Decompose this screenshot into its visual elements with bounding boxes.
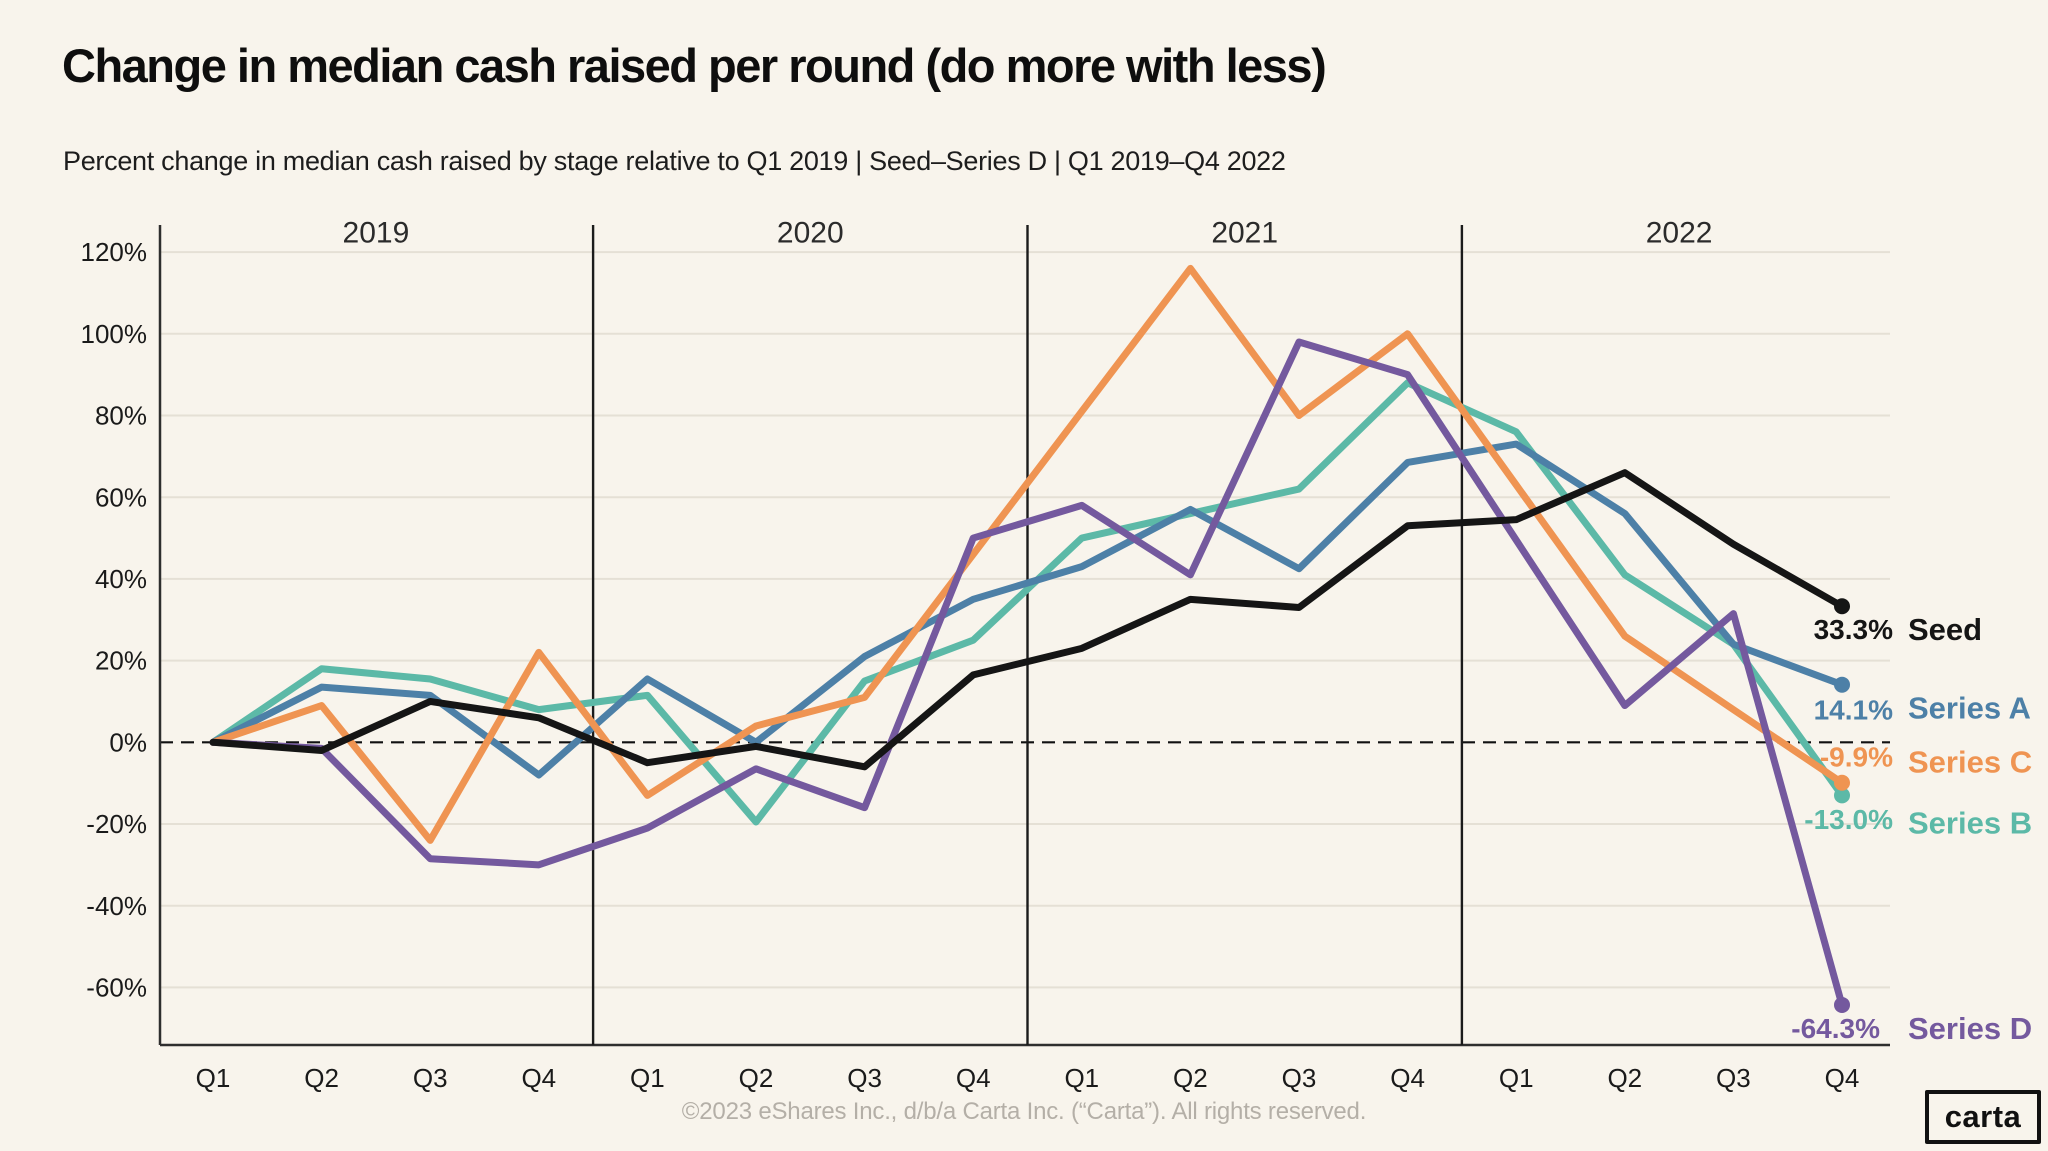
y-tick-label: 100% xyxy=(81,319,148,349)
y-tick-label: 120% xyxy=(81,237,148,267)
year-label: 2019 xyxy=(343,217,410,250)
x-tick-label: Q3 xyxy=(413,1063,448,1093)
series-line-series-d xyxy=(209,338,1846,1009)
y-tick-label: 60% xyxy=(95,482,147,512)
series-end-dot-seed xyxy=(1834,598,1850,615)
x-tick-label: Q1 xyxy=(196,1063,231,1093)
series-value-label: -9.9% xyxy=(1820,742,1893,773)
series-line-series-b xyxy=(209,379,1846,826)
series-name-label: Series C xyxy=(1908,745,2032,780)
x-tick-label: Q2 xyxy=(304,1063,339,1093)
y-tick-label: 20% xyxy=(95,646,147,676)
x-tick-label: Q3 xyxy=(847,1063,882,1093)
x-tick-label: Q4 xyxy=(1390,1063,1425,1093)
copyright-text: ©2023 eShares Inc., d/b/a Carta Inc. (“C… xyxy=(681,1098,1367,1125)
series-value-label: -13.0% xyxy=(1804,804,1893,835)
y-tick-label: 0% xyxy=(109,727,147,757)
series-value-label: 14.1% xyxy=(1814,695,1893,726)
x-tick-label: Q4 xyxy=(956,1063,991,1093)
series-line-seed xyxy=(209,469,1846,771)
y-tick-label: -20% xyxy=(86,809,147,839)
series-end-dot-series-d xyxy=(1834,996,1850,1013)
series-line-series-c xyxy=(209,264,1846,844)
page-subtitle: Percent change in median cash raised by … xyxy=(63,146,1286,176)
y-tick-label: -60% xyxy=(86,973,147,1003)
year-label: 2022 xyxy=(1646,217,1713,250)
series-line-series-a xyxy=(209,440,1846,779)
year-label: 2021 xyxy=(1211,217,1278,250)
x-tick-label: Q1 xyxy=(1064,1063,1099,1093)
series-name-label: Series A xyxy=(1908,691,2031,726)
series-end-dot-series-a xyxy=(1834,676,1850,693)
page-title: Change in median cash raised per round (… xyxy=(62,39,1327,92)
x-tick-label: Q4 xyxy=(1825,1063,1860,1093)
series-value-label: -64.3% xyxy=(1791,1013,1880,1044)
series-value-label: 33.3% xyxy=(1814,614,1893,645)
x-tick-label: Q1 xyxy=(1499,1063,1534,1093)
year-label: 2020 xyxy=(777,217,844,250)
series-name-label: Series D xyxy=(1908,1011,2032,1046)
x-tick-label: Q4 xyxy=(521,1063,556,1093)
x-tick-label: Q1 xyxy=(630,1063,665,1093)
x-tick-label: Q2 xyxy=(1607,1063,1642,1093)
series-end-dot-series-b xyxy=(1834,787,1850,804)
x-tick-label: Q2 xyxy=(739,1063,774,1093)
x-tick-label: Q3 xyxy=(1716,1063,1751,1093)
carta-logo: carta xyxy=(1925,1090,2041,1144)
y-tick-label: -40% xyxy=(86,891,147,921)
y-tick-label: 80% xyxy=(95,401,147,431)
x-tick-label: Q3 xyxy=(1282,1063,1317,1093)
x-tick-label: Q2 xyxy=(1173,1063,1208,1093)
series-end-dot-series-c xyxy=(1834,774,1850,791)
series-name-label: Series B xyxy=(1908,805,2032,840)
y-tick-label: 40% xyxy=(95,564,147,594)
series-name-label: Seed xyxy=(1908,612,1982,647)
